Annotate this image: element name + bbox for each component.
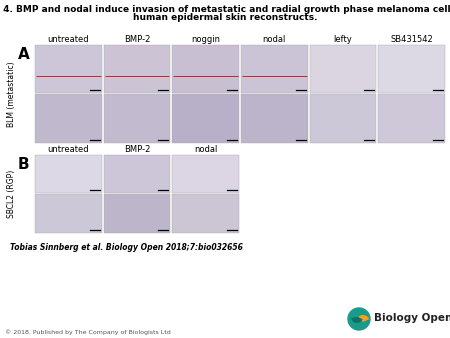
Bar	[35, 94, 102, 143]
Text: nodal: nodal	[194, 145, 217, 154]
Bar	[35, 194, 102, 233]
Bar	[104, 94, 171, 143]
Text: Biology Open: Biology Open	[374, 313, 450, 323]
Bar	[310, 45, 376, 93]
Text: SB431542: SB431542	[390, 35, 433, 44]
Wedge shape	[351, 317, 363, 323]
Text: BMP-2: BMP-2	[124, 35, 150, 44]
Bar	[310, 94, 376, 143]
Text: nodal: nodal	[263, 35, 286, 44]
Bar	[104, 155, 171, 193]
Text: untreated: untreated	[48, 145, 89, 154]
Bar	[378, 94, 445, 143]
Circle shape	[348, 308, 370, 330]
Text: © 2018. Published by The Company of Biologists Ltd: © 2018. Published by The Company of Biol…	[5, 329, 171, 335]
Bar	[35, 45, 102, 93]
Text: SBCL2 (RGP): SBCL2 (RGP)	[8, 170, 17, 218]
Text: Fig. 4. BMP and nodal induce invasion of metastatic and radial growth phase mela: Fig. 4. BMP and nodal induce invasion of…	[0, 5, 450, 14]
Bar	[241, 94, 308, 143]
Text: A: A	[18, 47, 30, 62]
Bar	[172, 94, 239, 143]
Text: human epidermal skin reconstructs.: human epidermal skin reconstructs.	[133, 13, 317, 22]
Bar	[172, 45, 239, 93]
Bar	[172, 194, 239, 233]
Text: BMP-2: BMP-2	[124, 145, 150, 154]
Text: noggin: noggin	[191, 35, 220, 44]
Text: B: B	[18, 157, 30, 172]
Bar	[378, 45, 445, 93]
Wedge shape	[359, 315, 369, 322]
Text: lefty: lefty	[333, 35, 352, 44]
Bar	[104, 45, 171, 93]
Bar	[35, 155, 102, 193]
Bar	[172, 155, 239, 193]
Bar	[104, 194, 171, 233]
Text: untreated: untreated	[48, 35, 89, 44]
Text: BLM (metastatic): BLM (metastatic)	[8, 61, 17, 127]
Text: Tobias Sinnberg et al. Biology Open 2018;7:bio032656: Tobias Sinnberg et al. Biology Open 2018…	[10, 243, 243, 252]
Bar	[241, 45, 308, 93]
